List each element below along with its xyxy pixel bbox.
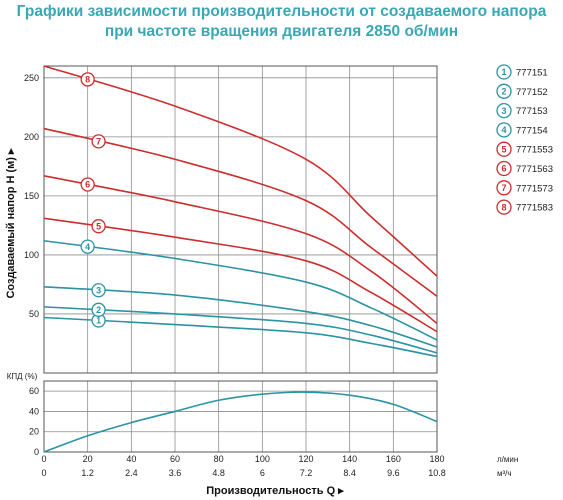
legend-item-777151: 777151 — [516, 68, 548, 79]
x-tick-label-secondary: 8.4 — [343, 468, 356, 478]
series-line-7 — [43, 127, 438, 297]
chart-title-line-1: Графики зависимости производительности о… — [16, 3, 547, 20]
legend-badge-label: 7 — [501, 183, 506, 193]
x-tick-label: 120 — [298, 454, 313, 464]
y-tick-label: 150 — [24, 191, 39, 201]
series-badge-6 — [80, 177, 95, 192]
chart-title: Графики зависимости производительности о… — [0, 2, 563, 42]
series-badge-label: 6 — [85, 180, 90, 190]
legend-badge-2 — [496, 83, 512, 99]
legend-badge-label: 8 — [501, 202, 506, 212]
eff-y-tick-label: 0 — [34, 447, 39, 457]
x-tick-label-secondary: 3.6 — [169, 468, 182, 478]
x-tick-label-secondary: 9.6 — [387, 468, 400, 478]
x-tick-label: 180 — [429, 454, 444, 464]
legend-item-777152: 777152 — [516, 87, 548, 98]
legend-item-777153: 777153 — [516, 106, 548, 117]
eff-y-tick-label: 20 — [29, 427, 39, 437]
series-badge-label: 2 — [96, 305, 101, 315]
series-badge-2 — [91, 302, 106, 317]
x-tick-label-secondary: 2.4 — [125, 468, 138, 478]
x-tick-label-secondary: 0 — [41, 468, 46, 478]
series-badge-3 — [91, 283, 106, 298]
y-tick-label: 50 — [29, 309, 39, 319]
x-tick-label: 80 — [214, 454, 224, 464]
legend-badge-6 — [496, 160, 512, 177]
x-tick-label: 0 — [41, 454, 46, 464]
chart-title-line-2: при частоте вращения двигателя 2850 об/м… — [104, 23, 459, 40]
y-tick-label: 100 — [24, 250, 39, 260]
x-tick-label: 40 — [126, 454, 136, 464]
legend-item-777154: 777154 — [516, 125, 548, 136]
series-badge-label: 5 — [96, 221, 101, 231]
series-line-4 — [43, 239, 438, 341]
series-badge-label: 4 — [85, 242, 90, 252]
x-tick-label-secondary: 10.8 — [428, 468, 446, 478]
x-axis-label: Производительность Q ▸ — [206, 485, 344, 497]
legend-badge-7 — [496, 180, 512, 196]
y-tick-label: 250 — [24, 73, 39, 83]
series-line-1 — [43, 316, 438, 358]
series-badge-5 — [91, 219, 106, 234]
series-line-3 — [43, 286, 438, 348]
legend-badge-label: 4 — [501, 125, 506, 135]
legend-badge-4 — [496, 122, 512, 138]
legend-badge-8 — [496, 199, 512, 215]
x-tick-label: 20 — [83, 454, 93, 464]
series-badge-7 — [91, 134, 106, 149]
legend-badge-3 — [496, 102, 512, 119]
legend-badge-label: 1 — [501, 67, 506, 77]
efficiency-curve — [43, 391, 438, 453]
x-tick-label-secondary: 7.2 — [300, 468, 313, 478]
legend-item-7771573: 7771573 — [516, 183, 553, 194]
main-plot-frame — [43, 65, 438, 374]
eff-plot-frame — [43, 380, 438, 453]
eff-y-tick-label: 60 — [29, 386, 39, 396]
series-badge-label: 7 — [96, 137, 101, 147]
legend-badge-label: 6 — [501, 164, 506, 174]
x-tick-label: 160 — [386, 454, 401, 464]
x-tick-label: 60 — [170, 454, 180, 464]
legend-badge-5 — [496, 141, 512, 157]
x-tick-label: 100 — [255, 454, 270, 464]
x-tick-label-secondary: 4.8 — [212, 468, 225, 478]
series-line-6 — [43, 175, 438, 325]
eff-y-tick-label: 40 — [29, 406, 39, 416]
legend-item-7771563: 7771563 — [516, 164, 553, 175]
series-badge-8 — [80, 72, 95, 87]
legend-badge-label: 5 — [501, 144, 506, 154]
x-tick-label-secondary: 6 — [260, 468, 265, 478]
series-badge-label: 8 — [85, 75, 90, 85]
x-unit-primary: л/мин — [497, 455, 518, 464]
x-tick-label: 140 — [342, 454, 357, 464]
legend-badge-label: 3 — [501, 106, 506, 116]
series-line-2 — [43, 306, 438, 354]
series-line-8 — [43, 65, 438, 277]
legend-item-7771553: 7771553 — [516, 145, 553, 156]
legend-item-7771583: 7771583 — [516, 203, 553, 214]
y-tick-label: 200 — [24, 132, 39, 142]
legend-badge-1 — [496, 64, 512, 80]
x-tick-label-secondary: 1.2 — [81, 468, 94, 478]
series-badge-4 — [80, 239, 95, 254]
series-badge-label: 3 — [96, 285, 101, 295]
series-badge-label: 1 — [96, 316, 101, 326]
eff-y-axis-label: КПД (%) — [7, 372, 38, 381]
y-axis-label: Создаваемый напор H (м) ▸ — [5, 148, 17, 299]
legend-badge-label: 2 — [501, 87, 506, 97]
series-line-5 — [43, 217, 438, 333]
x-unit-secondary: м³/ч — [497, 469, 512, 478]
